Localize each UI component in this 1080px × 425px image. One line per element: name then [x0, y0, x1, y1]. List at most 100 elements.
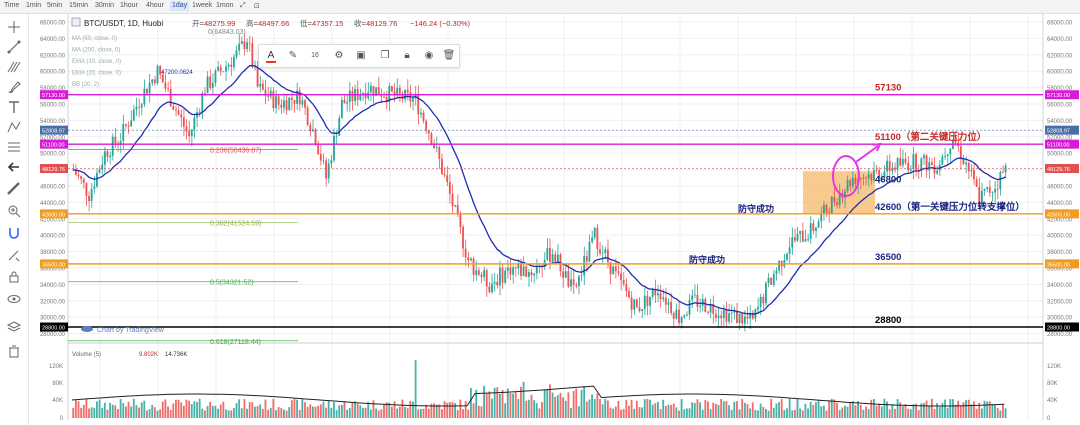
- timeframe-1day[interactable]: 1day: [170, 1, 190, 11]
- fullscreen-icon[interactable]: ⤢: [240, 2, 246, 9]
- candle: [122, 123, 125, 141]
- magnet-icon[interactable]: [6, 226, 22, 240]
- candle: [678, 309, 680, 323]
- price-tag-left-text: 52808.97: [42, 129, 65, 135]
- volume-bar: [923, 402, 925, 418]
- candle: [259, 83, 262, 87]
- candle: [596, 227, 599, 250]
- volume-bar: [994, 404, 996, 418]
- candle: [470, 258, 472, 261]
- timeframe-4hour[interactable]: 4hour: [146, 2, 164, 9]
- price-axis-left-label: 54000.00: [40, 119, 66, 125]
- volume-bar: [243, 399, 246, 418]
- timeframe-1week[interactable]: 1week: [192, 2, 213, 9]
- price-axis-left-label: 58000.00: [40, 86, 66, 92]
- candle: [159, 65, 162, 75]
- candle: [82, 179, 85, 183]
- pattern-icon[interactable]: [6, 120, 22, 134]
- candle: [664, 297, 667, 305]
- candle: [146, 88, 148, 94]
- volume-bar: [928, 405, 931, 418]
- timeframe-5min[interactable]: 5min: [47, 2, 63, 9]
- volume-bar: [272, 398, 275, 418]
- zoom-icon[interactable]: [6, 204, 22, 218]
- arrow-line[interactable]: [855, 145, 879, 163]
- volume-bar: [973, 401, 975, 418]
- level-tag-right: [1045, 259, 1079, 269]
- price-axis-left-label: 34000.00: [40, 283, 66, 289]
- trendline-icon[interactable]: [6, 40, 22, 54]
- candle: [512, 267, 514, 275]
- brush-icon[interactable]: [6, 80, 22, 94]
- candle: [685, 314, 688, 316]
- delete-icon[interactable]: 🗑︎: [442, 50, 456, 61]
- level-label: 42600（第一关键压力位转支撑位）: [875, 201, 1025, 213]
- candle: [725, 309, 728, 322]
- volume-bar: [182, 405, 185, 418]
- candle: [111, 136, 114, 156]
- candle: [230, 64, 233, 67]
- volume-bar: [219, 404, 222, 418]
- volume-bar: [830, 398, 833, 418]
- ohlc-value-high: 48497.66: [258, 19, 289, 28]
- candle: [793, 237, 796, 241]
- timeframe-time[interactable]: Time: [4, 2, 20, 9]
- candle: [222, 71, 225, 73]
- font-size-select[interactable]: 16: [311, 52, 319, 59]
- volume-bar: [470, 387, 472, 418]
- volume-bar: [527, 399, 530, 418]
- timeframe-1min[interactable]: 1min: [26, 2, 42, 9]
- level-tag-left-text: 57130.00: [42, 93, 65, 99]
- price-change: −146.24 (−0.30%): [410, 19, 471, 28]
- clone-icon[interactable]: ❐: [380, 50, 390, 61]
- candle: [454, 205, 457, 207]
- price-tag-left-text: 48129.76: [42, 167, 65, 173]
- screenshot-icon[interactable]: ⊡: [254, 3, 260, 10]
- visibility-icon[interactable]: ◉: [424, 50, 434, 61]
- ruler-icon[interactable]: [6, 182, 22, 196]
- volume-bar: [717, 404, 720, 418]
- timeframe-30min[interactable]: 30min: [95, 2, 115, 9]
- lock-icon[interactable]: [6, 270, 22, 284]
- collapse-legend-icon[interactable]: [71, 17, 81, 27]
- timeframe-15min[interactable]: 15min: [69, 2, 89, 9]
- volume-bar: [211, 405, 214, 418]
- candle: [451, 193, 454, 207]
- volume-bar: [638, 407, 641, 418]
- lock-drawings-icon[interactable]: [6, 248, 22, 262]
- candle: [554, 254, 557, 262]
- volume-bar: [549, 384, 551, 418]
- trash-icon[interactable]: [6, 344, 22, 358]
- candle: [517, 263, 520, 269]
- eye-icon[interactable]: [6, 292, 22, 306]
- candle: [617, 271, 620, 274]
- back-arrow-icon[interactable]: [6, 160, 22, 174]
- level-tag-left-text: 51100.00: [42, 143, 65, 149]
- lock-drawing-icon[interactable]: 🔒︎: [404, 50, 410, 61]
- highlight-ellipse[interactable]: [832, 155, 860, 197]
- volume-bar: [88, 408, 90, 418]
- ema-value: 47200.0624: [161, 70, 193, 76]
- timeframe-1hour[interactable]: 1hour: [120, 2, 138, 9]
- candle: [127, 125, 130, 127]
- ohlc-label: 高=: [246, 18, 258, 28]
- layers-icon[interactable]: [6, 320, 22, 334]
- candle: [483, 270, 486, 277]
- candle: [575, 284, 578, 287]
- text-color-icon[interactable]: A: [266, 50, 276, 63]
- candle: [986, 187, 989, 190]
- pitchfork-icon[interactable]: [6, 60, 22, 74]
- timeframe-1mon[interactable]: 1mon: [216, 2, 234, 9]
- price-axis-left-label: 38000.00: [40, 250, 66, 256]
- pencil-icon[interactable]: ✎: [288, 50, 298, 61]
- fill-icon[interactable]: ▣: [356, 50, 366, 61]
- text-icon[interactable]: [6, 100, 22, 114]
- volume-bar: [691, 402, 694, 418]
- volume-bar: [96, 401, 98, 418]
- candle: [720, 315, 723, 319]
- volume-bar: [917, 410, 920, 418]
- crosshair-icon[interactable]: [6, 20, 22, 34]
- settings-icon[interactable]: ⚙: [334, 50, 344, 61]
- prediction-icon[interactable]: [6, 140, 22, 154]
